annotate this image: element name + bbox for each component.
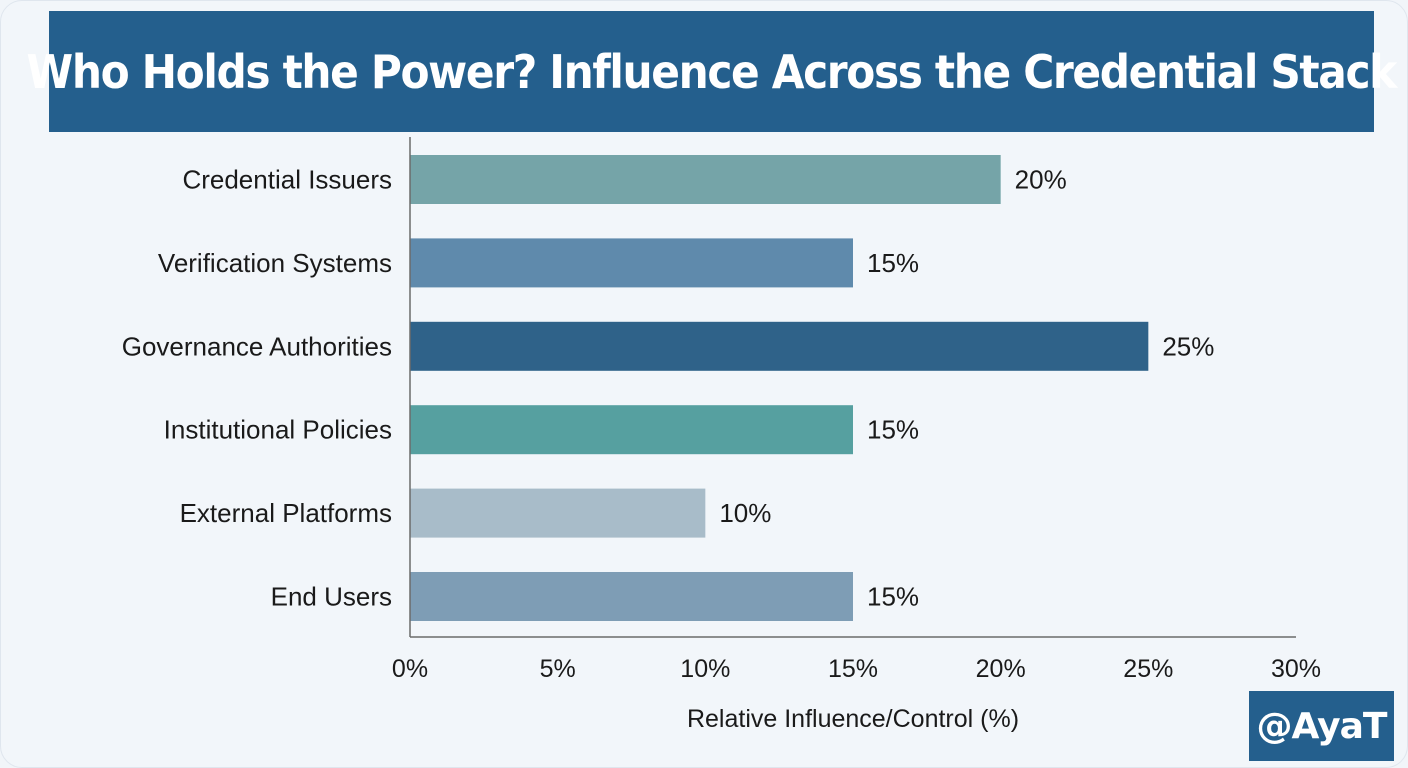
bar-3 xyxy=(410,405,853,455)
category-label-0: Credential Issuers xyxy=(182,165,392,195)
labels-layer: Credential Issuers 20% Verification System… xyxy=(122,165,1321,684)
category-label-3: Institutional Policies xyxy=(164,415,392,445)
value-label-1: 15% xyxy=(867,248,919,278)
title-banner: Who Holds the Power? Influence Across th… xyxy=(27,11,1398,132)
x-tick-label-4: 20% xyxy=(976,655,1026,683)
category-label-4: External Platforms xyxy=(180,498,392,528)
x-axis-title: Relative Influence/Control (%) xyxy=(687,705,1019,733)
bar-5 xyxy=(410,572,853,621)
value-label-2: 25% xyxy=(1162,331,1214,361)
category-label-1: Verification Systems xyxy=(158,248,392,278)
value-label-5: 15% xyxy=(867,582,919,612)
bars-layer xyxy=(410,155,1149,621)
bar-4 xyxy=(410,488,706,538)
axes-layer xyxy=(409,137,1296,638)
bar-1 xyxy=(410,238,853,288)
watermark-logo: @AyaT xyxy=(1249,691,1394,761)
x-tick-label-2: 10% xyxy=(680,655,730,683)
x-tick-label-1: 5% xyxy=(540,655,576,683)
x-tick-label-0: 0% xyxy=(392,655,428,683)
bar-2 xyxy=(410,321,1149,371)
category-label-5: End Users xyxy=(271,582,392,612)
category-label-2: Governance Authorities xyxy=(122,331,392,361)
x-tick-label-5: 25% xyxy=(1123,655,1173,683)
x-tick-label-3: 15% xyxy=(828,655,878,683)
value-label-4: 10% xyxy=(719,498,771,528)
value-label-0: 20% xyxy=(1015,165,1067,195)
chart-title: Who Holds the Power? Influence Across th… xyxy=(26,44,1398,99)
bar-0 xyxy=(410,155,1001,204)
x-tick-label-6: 30% xyxy=(1271,655,1321,683)
watermark-text: @AyaT xyxy=(1256,705,1388,747)
value-label-3: 15% xyxy=(867,415,919,445)
